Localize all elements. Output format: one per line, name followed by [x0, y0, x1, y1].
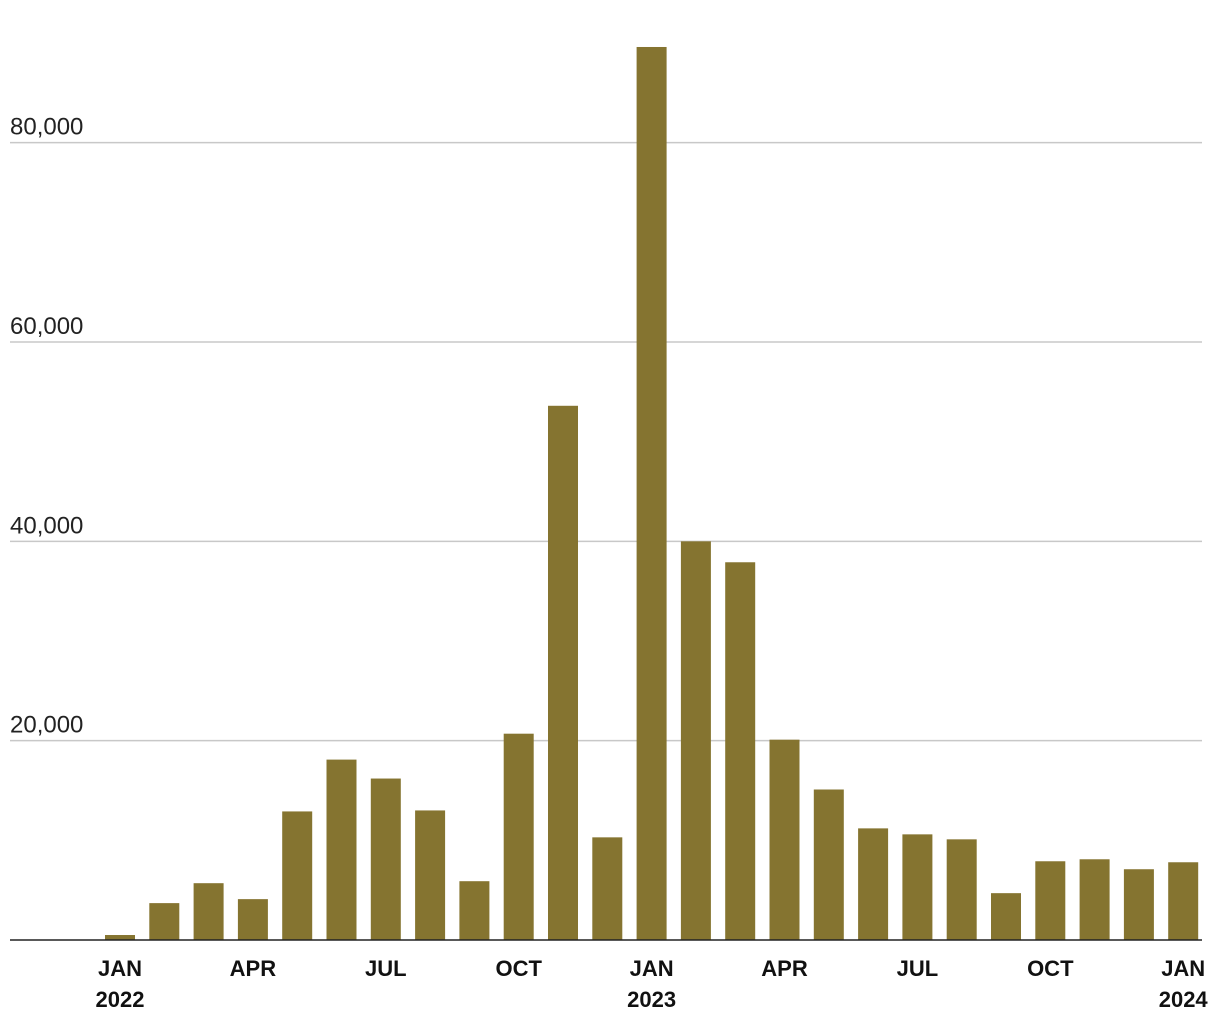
gridlines: 20,000 40,000 60,000 80,000	[10, 114, 1202, 742]
y-tick-label: 40,000	[10, 512, 83, 539]
bar	[946, 839, 977, 940]
bar	[548, 405, 578, 941]
bar	[415, 810, 446, 940]
x-tick-label: JUL	[365, 956, 407, 981]
x-tick-label: APR	[230, 956, 277, 981]
bar	[237, 899, 268, 940]
bar	[725, 562, 756, 940]
bar	[680, 541, 711, 940]
x-tick-label: APR	[761, 956, 808, 981]
bar	[149, 903, 180, 940]
bar	[592, 837, 623, 940]
y-tick-label: 80,000	[10, 114, 83, 141]
x-tick-label: OCT	[495, 956, 542, 981]
bar	[902, 834, 933, 940]
x-tick-year-label: 2024	[1159, 987, 1209, 1012]
x-tick-label: JAN	[630, 956, 674, 981]
bar	[858, 828, 889, 940]
x-tick-label: JAN	[98, 956, 142, 981]
bar	[991, 893, 1021, 940]
bar	[813, 789, 844, 940]
x-tick-year-label: 2022	[96, 987, 145, 1012]
x-axis-ticks: JAN 2022 APR JUL OCT JAN 2023 APR JUL OCT JAN 2024	[96, 956, 1209, 1012]
y-tick-label: 20,000	[10, 712, 83, 739]
x-tick-label: OCT	[1027, 956, 1074, 981]
x-tick-year-label: 2023	[627, 987, 676, 1012]
bar	[1123, 869, 1154, 940]
bar	[1035, 861, 1066, 940]
bar	[282, 811, 313, 940]
bar	[1168, 862, 1199, 940]
bar	[503, 733, 534, 940]
x-tick-label: JAN	[1161, 956, 1205, 981]
bar	[370, 778, 401, 940]
bar	[636, 46, 667, 940]
bar	[326, 759, 357, 940]
bars	[105, 46, 1199, 941]
bar	[459, 881, 490, 940]
bar	[769, 739, 800, 940]
bar	[193, 883, 224, 940]
bar	[105, 935, 135, 940]
bar	[1079, 859, 1110, 940]
x-tick-label: JUL	[897, 956, 939, 981]
y-tick-label: 60,000	[10, 313, 83, 340]
